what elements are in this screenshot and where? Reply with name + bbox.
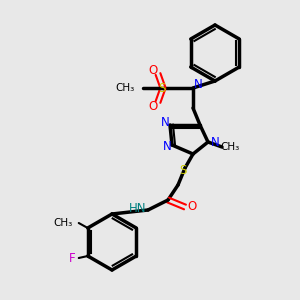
Text: O: O <box>188 200 196 214</box>
Text: S: S <box>158 82 166 94</box>
Text: CH₃: CH₃ <box>220 142 240 152</box>
Text: O: O <box>148 64 158 76</box>
Text: CH₃: CH₃ <box>116 83 135 93</box>
Text: CH₃: CH₃ <box>53 218 73 228</box>
Text: HN: HN <box>129 202 147 214</box>
Text: F: F <box>68 251 75 265</box>
Text: N: N <box>194 79 202 92</box>
Text: N: N <box>211 136 219 148</box>
Text: N: N <box>163 140 171 154</box>
Text: S: S <box>179 164 187 178</box>
Text: O: O <box>148 100 158 112</box>
Text: N: N <box>160 116 169 128</box>
